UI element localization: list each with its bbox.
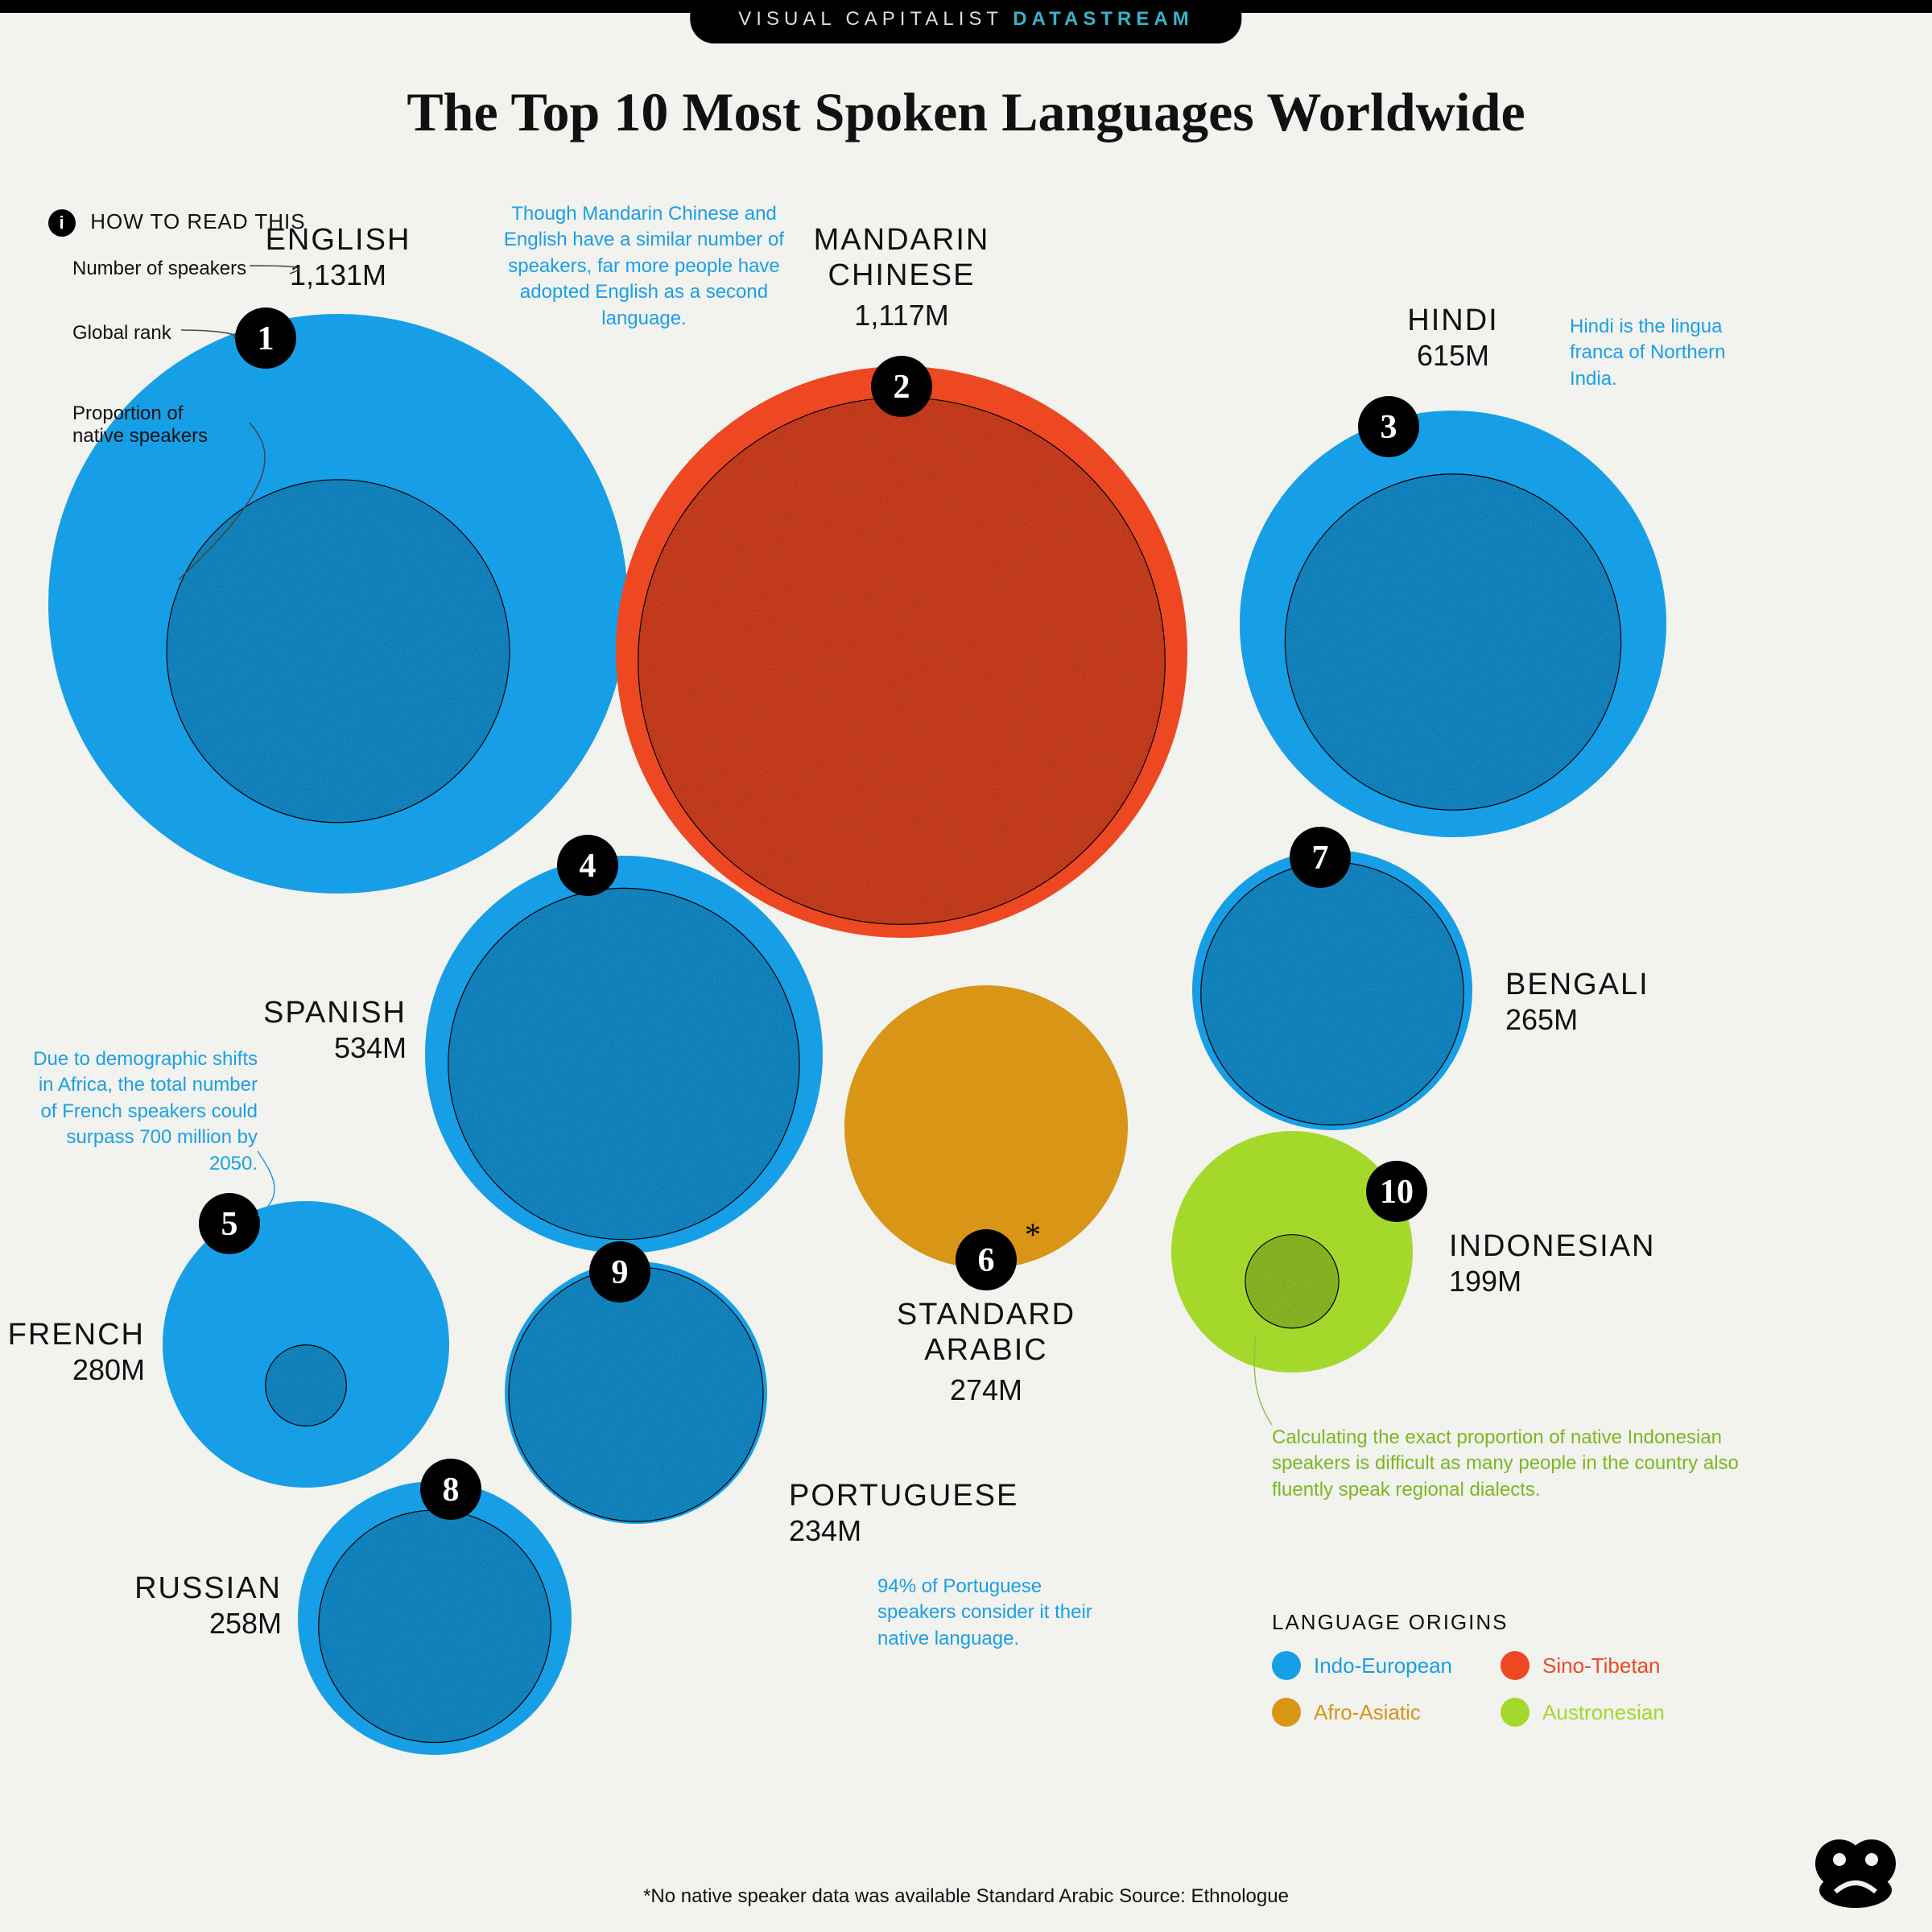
svg-text:280M: 280M: [72, 1353, 145, 1386]
rank-number: 1: [258, 320, 275, 357]
label-russian: RUSSIAN258M: [134, 1571, 282, 1640]
label-portuguese: PORTUGUESE234M: [789, 1479, 1018, 1547]
label-spanish: SPANISH534M: [263, 996, 407, 1064]
svg-text:RUSSIAN: RUSSIAN: [134, 1571, 282, 1605]
annotation-portuguese: 94% of Portuguese speakers consider it t…: [877, 1574, 1119, 1652]
svg-text:199M: 199M: [1449, 1265, 1521, 1298]
svg-text:234M: 234M: [789, 1514, 861, 1547]
footnote: *No native speaker data was available St…: [0, 1885, 1932, 1908]
annotation-french: Due to demographic shifts in Africa, the…: [32, 1046, 258, 1177]
svg-text:ARABIC: ARABIC: [924, 1333, 1047, 1367]
svg-text:SPANISH: SPANISH: [263, 996, 407, 1030]
rank-number: 5: [221, 1206, 238, 1243]
svg-text:1,117M: 1,117M: [854, 299, 948, 332]
howto-native: Proportion of native speakers: [72, 402, 208, 448]
rank-number: 6: [978, 1242, 995, 1279]
svg-text:534M: 534M: [334, 1031, 407, 1064]
legend: LANGUAGE ORIGINS Indo-European Sino-Tibet…: [1272, 1610, 1665, 1727]
howto-panel: i HOW TO READ THIS: [48, 209, 306, 237]
label-hindi: HINDI615M: [1407, 303, 1498, 372]
bubble-standard-arabic: 6*: [844, 985, 1128, 1290]
legend-swatch: [1272, 1698, 1301, 1727]
legend-swatch: [1272, 1651, 1301, 1680]
legend-label: Indo-European: [1314, 1653, 1452, 1678]
svg-text:258M: 258M: [209, 1607, 282, 1640]
rank-number: 9: [612, 1254, 629, 1291]
annotation-hindi: Hindi is the lingua franca of Northern I…: [1570, 314, 1731, 392]
svg-text:MANDARIN: MANDARIN: [814, 223, 990, 257]
bubble-indonesian: 10: [1171, 1131, 1427, 1373]
legend-title: LANGUAGE ORIGINS: [1272, 1610, 1665, 1635]
svg-text:265M: 265M: [1505, 1003, 1578, 1036]
label-indonesian: INDONESIAN199M: [1449, 1229, 1655, 1298]
legend-label: Austronesian: [1542, 1700, 1665, 1725]
legend-item: Sino-Tibetan: [1501, 1651, 1665, 1680]
label-french: FRENCH280M: [8, 1318, 145, 1386]
legend-item: Afro-Asiatic: [1272, 1698, 1452, 1727]
howto-rank: Global rank: [72, 322, 171, 345]
bubble-russian: 8: [298, 1459, 572, 1755]
bubble-portuguese: 9: [505, 1241, 767, 1524]
bubble-mandarin-chinese: 2: [616, 356, 1187, 938]
label-mandarin-chinese: MANDARINCHINESE 1,117M: [814, 223, 990, 332]
legend-label: Afro-Asiatic: [1314, 1700, 1421, 1725]
label-bengali: BENGALI265M: [1505, 968, 1649, 1036]
legend-swatch: [1501, 1651, 1530, 1680]
howto-speakers: Number of speakers: [72, 258, 246, 280]
svg-text:HINDI: HINDI: [1407, 303, 1498, 337]
annotation-mandarin: Though Mandarin Chinese and English have…: [499, 201, 789, 332]
rank-number: 3: [1381, 409, 1397, 446]
howto-title: HOW TO READ THIS: [90, 209, 305, 233]
rank-number: 10: [1380, 1174, 1414, 1211]
brand-logo-icon: [1811, 1835, 1900, 1908]
svg-text:PORTUGUESE: PORTUGUESE: [789, 1479, 1018, 1513]
annotation-indonesian: Calculating the exact proportion of nati…: [1272, 1425, 1771, 1503]
legend-swatch: [1501, 1698, 1530, 1727]
svg-text:1,131M: 1,131M: [290, 258, 386, 291]
svg-text:CHINESE: CHINESE: [828, 258, 976, 292]
svg-text:BENGALI: BENGALI: [1505, 968, 1649, 1001]
svg-text:INDONESIAN: INDONESIAN: [1449, 1229, 1655, 1263]
legend-label: Sino-Tibetan: [1542, 1653, 1660, 1678]
rank-number: 7: [1312, 840, 1329, 877]
bubble-bengali: 7: [1192, 827, 1472, 1130]
legend-item: Austronesian: [1501, 1698, 1665, 1727]
svg-text:FRENCH: FRENCH: [8, 1318, 145, 1352]
rank-number: 4: [580, 848, 597, 885]
svg-text:*: *: [1025, 1216, 1041, 1253]
rank-number: 8: [443, 1472, 460, 1509]
bubble-french: 5: [163, 1193, 449, 1488]
bubble-english: 1: [48, 308, 628, 894]
info-icon: i: [48, 209, 76, 237]
rank-number: 2: [894, 369, 910, 406]
label-standard-arabic: STANDARDARABIC 274M: [897, 1298, 1075, 1406]
svg-text:274M: 274M: [950, 1373, 1022, 1406]
bubble-hindi: 3: [1240, 396, 1666, 837]
svg-text:615M: 615M: [1417, 339, 1489, 372]
legend-item: Indo-European: [1272, 1651, 1452, 1680]
svg-text:STANDARD: STANDARD: [897, 1298, 1075, 1331]
